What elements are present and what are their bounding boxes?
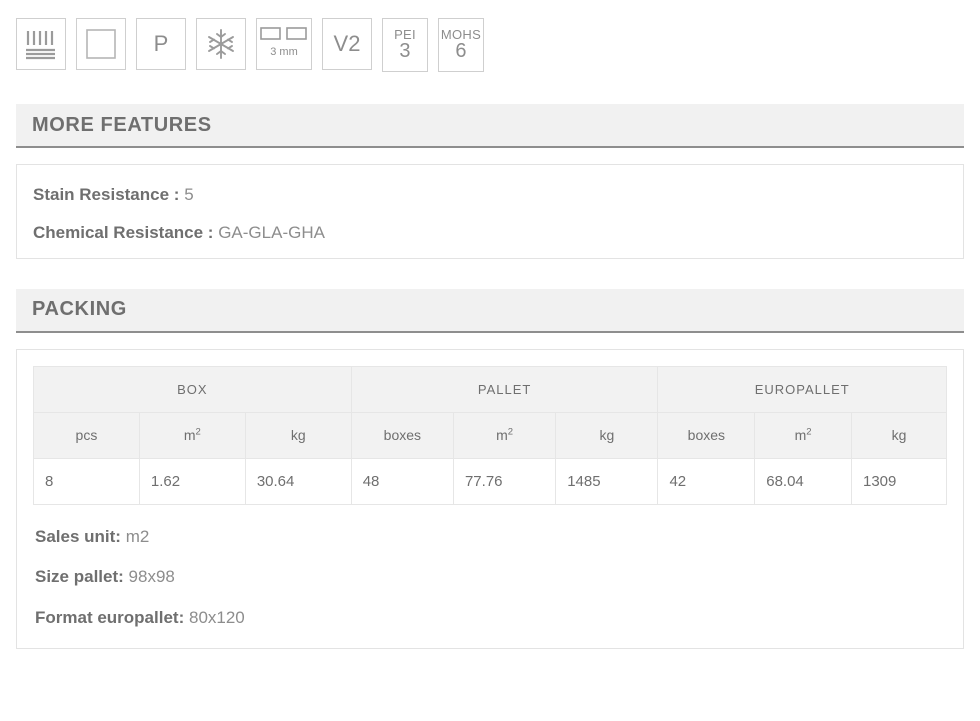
svg-text:3 mm: 3 mm	[270, 46, 298, 58]
column-header-box-m2: m2	[138, 411, 246, 459]
chemical-resistance-label: Chemical Resistance :	[33, 223, 214, 243]
porcelain-p-label: P	[153, 31, 169, 56]
more-features-header: MORE FEATURES	[16, 104, 964, 148]
stain-resistance-row: Stain Resistance : 5	[33, 185, 947, 205]
pei-rating-icon: PEI 3	[382, 18, 428, 72]
column-header-europallet-boxes: boxes	[657, 411, 756, 459]
column-header-pallet-m2: m2	[452, 411, 557, 459]
pei-label: PEI	[394, 27, 416, 43]
mohs-label: MOHS	[440, 27, 482, 43]
table-group-header-row: BOX PALLET EUROPALLET	[33, 365, 947, 413]
column-header-europallet-kg: kg	[851, 411, 947, 459]
feature-icon-strip: P 3 mm	[0, 0, 980, 74]
group-header-europallet: EUROPALLET	[657, 365, 947, 413]
packing-notes: Sales unit: m2 Size pallet: 98x98 Format…	[33, 527, 947, 628]
column-header-text: m	[496, 427, 508, 444]
cell-pallet-m2: 77.76	[452, 457, 557, 505]
chemical-resistance-row: Chemical Resistance : GA-GLA-GHA	[33, 223, 947, 243]
size-pallet-row: Size pallet: 98x98	[35, 567, 947, 587]
column-header-box-kg: kg	[244, 411, 352, 459]
group-header-box: BOX	[33, 365, 352, 413]
sales-unit-label: Sales unit:	[35, 526, 121, 546]
cell-box-pcs: 8	[33, 457, 140, 505]
more-features-panel: Stain Resistance : 5 Chemical Resistance…	[16, 164, 964, 259]
column-header-pallet-boxes: boxes	[350, 411, 454, 459]
cell-pallet-kg: 1485	[555, 457, 659, 505]
pei-value: 3	[399, 40, 411, 63]
mohs-rating-icon: MOHS 6	[438, 18, 484, 72]
frost-resistant-snowflake-icon	[196, 18, 246, 70]
column-header-text: boxes	[383, 427, 422, 444]
chemical-resistance-value: GA-GLA-GHA	[218, 223, 325, 243]
column-header-text: kg	[599, 427, 615, 444]
cell-europallet-kg: 1309	[851, 457, 947, 505]
table-row: 8 1.62 30.64 48 77.76 1485 42 68.04 1309	[33, 457, 947, 505]
group-header-pallet: PALLET	[350, 365, 659, 413]
stain-resistance-value: 5	[184, 185, 194, 204]
cell-box-kg: 30.64	[244, 457, 352, 505]
format-europallet-row: Format europallet: 80x120	[35, 608, 947, 628]
cell-europallet-m2: 68.04	[754, 457, 852, 505]
column-header-text: kg	[290, 427, 306, 444]
format-europallet-label: Format europallet:	[35, 607, 185, 627]
table-column-header-row: pcs m2 kg boxes m2 kg boxes m2 kg	[33, 411, 947, 459]
size-pallet-value: 98x98	[128, 567, 175, 587]
square-outline-icon	[76, 18, 126, 70]
size-pallet-label: Size pallet:	[35, 567, 124, 587]
packing-header: PACKING	[16, 288, 964, 333]
column-header-box-pcs: pcs	[33, 411, 140, 459]
column-header-pallet-kg: kg	[555, 411, 659, 459]
column-header-europallet-m2: m2	[754, 411, 852, 459]
slip-resistance-v2-label: V2	[333, 31, 361, 56]
superscript: 2	[195, 426, 201, 438]
superscript: 2	[507, 426, 514, 438]
packing-title: PACKING	[32, 298, 127, 321]
porcelain-p-icon: P	[136, 18, 186, 70]
mohs-value: 6	[455, 40, 467, 63]
cell-pallet-boxes: 48	[350, 457, 454, 505]
superscript: 2	[806, 426, 812, 438]
stain-resistance-label: Stain Resistance :	[33, 185, 180, 204]
packing-panel: BOX PALLET EUROPALLET pcs m2 kg boxes m2…	[16, 348, 964, 649]
thickness-3mm-icon: 3 mm	[256, 18, 312, 70]
column-header-text: kg	[891, 427, 907, 444]
sales-unit-row: Sales unit: m2	[35, 527, 947, 547]
column-header-text: m	[183, 427, 196, 444]
column-header-text: boxes	[687, 427, 726, 444]
column-header-text: m	[794, 427, 807, 444]
sales-unit-value: m2	[125, 526, 150, 546]
more-features-title: MORE FEATURES	[32, 113, 212, 136]
packing-table: BOX PALLET EUROPALLET pcs m2 kg boxes m2…	[33, 365, 947, 505]
cell-box-m2: 1.62	[138, 457, 246, 505]
slip-resistance-v2-icon: V2	[322, 18, 372, 70]
format-europallet-value: 80x120	[188, 607, 245, 627]
cell-europallet-boxes: 42	[657, 457, 756, 505]
rectified-lines-icon	[16, 18, 66, 70]
column-header-text: pcs	[75, 427, 98, 444]
